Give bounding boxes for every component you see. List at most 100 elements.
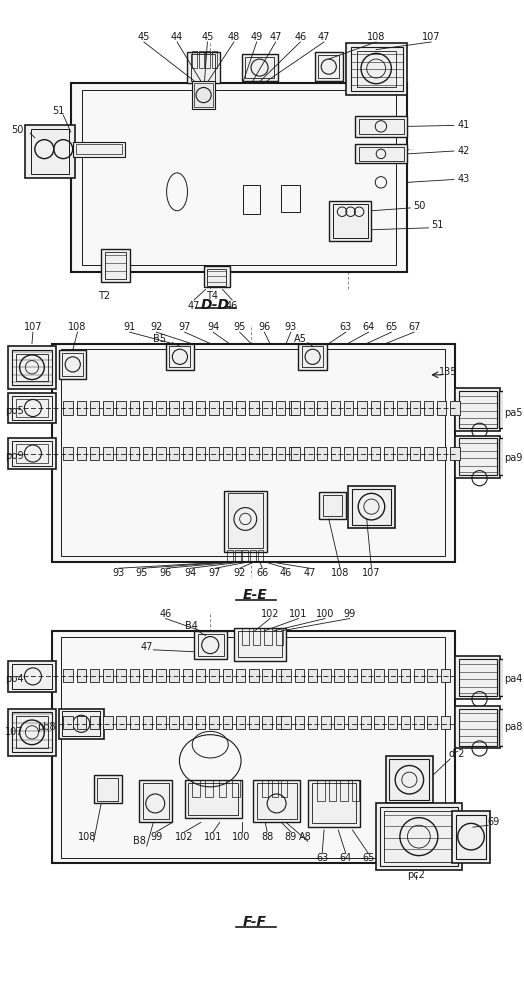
Text: 94: 94 <box>184 568 196 578</box>
Bar <box>437 401 446 415</box>
Bar <box>334 669 344 682</box>
Bar <box>323 495 342 516</box>
Bar <box>249 669 259 682</box>
Bar <box>384 401 393 415</box>
Bar <box>276 628 283 645</box>
Text: 63: 63 <box>316 853 328 863</box>
Bar <box>103 669 113 682</box>
Bar <box>143 669 152 682</box>
Bar <box>62 711 100 736</box>
Bar <box>129 447 139 460</box>
Bar <box>90 401 99 415</box>
Bar <box>264 628 272 645</box>
Bar <box>208 269 226 286</box>
Text: 44: 44 <box>171 32 183 42</box>
Bar <box>359 119 403 134</box>
Bar <box>103 447 113 460</box>
Bar <box>263 780 268 797</box>
Bar <box>450 401 460 415</box>
Bar <box>428 669 437 682</box>
Bar <box>498 391 516 428</box>
Text: 102: 102 <box>176 832 194 842</box>
Bar <box>198 634 224 656</box>
Bar <box>245 57 274 78</box>
Bar <box>357 401 367 415</box>
Bar <box>388 716 397 729</box>
Bar <box>219 780 226 797</box>
Text: 88: 88 <box>261 832 273 842</box>
Bar <box>90 716 99 729</box>
Bar <box>62 353 83 376</box>
Bar <box>249 401 259 415</box>
Bar <box>169 669 179 682</box>
Bar <box>184 780 242 818</box>
Text: 92: 92 <box>234 568 246 578</box>
Text: A5: A5 <box>294 334 307 344</box>
Bar <box>357 447 367 460</box>
Text: 43: 43 <box>457 174 470 184</box>
Bar <box>156 447 166 460</box>
Bar <box>156 669 166 682</box>
Bar <box>348 716 357 729</box>
Bar <box>63 716 73 729</box>
Bar <box>334 716 344 729</box>
Text: pa9: pa9 <box>504 453 522 463</box>
Bar <box>71 83 408 272</box>
Text: 108: 108 <box>331 568 350 578</box>
Text: 99: 99 <box>150 832 162 842</box>
Text: pb9: pb9 <box>5 451 24 461</box>
Bar <box>361 716 370 729</box>
Text: pc2: pc2 <box>407 870 425 880</box>
Bar <box>244 185 260 214</box>
Bar <box>397 401 407 415</box>
Bar <box>263 669 272 682</box>
Bar <box>156 716 166 729</box>
Bar <box>253 780 300 822</box>
Bar <box>156 401 166 415</box>
Bar <box>281 780 287 797</box>
Bar <box>321 716 331 729</box>
Bar <box>370 447 380 460</box>
Text: 67: 67 <box>408 322 420 332</box>
Bar <box>212 51 217 68</box>
Bar <box>12 396 52 420</box>
Text: 47: 47 <box>303 568 316 578</box>
Text: 108: 108 <box>68 322 86 332</box>
Bar <box>340 780 348 801</box>
Bar <box>355 144 408 163</box>
Text: 50: 50 <box>413 201 426 211</box>
Text: 65: 65 <box>363 853 375 863</box>
Bar <box>281 185 300 212</box>
Text: 49: 49 <box>250 32 263 42</box>
Text: 41: 41 <box>457 120 470 130</box>
Bar <box>318 780 325 801</box>
Bar <box>209 447 219 460</box>
Bar <box>232 780 239 797</box>
Bar <box>498 709 516 746</box>
Bar <box>16 399 48 417</box>
Bar <box>410 401 420 415</box>
Bar <box>196 716 205 729</box>
Bar <box>312 783 356 823</box>
Bar <box>63 401 73 415</box>
Bar <box>318 401 327 415</box>
Text: 47: 47 <box>140 642 153 652</box>
Bar <box>209 669 219 682</box>
Bar <box>352 780 359 801</box>
Bar <box>236 716 245 729</box>
Bar <box>59 709 104 739</box>
Bar <box>223 447 232 460</box>
Text: 93: 93 <box>285 322 297 332</box>
Bar <box>291 447 300 460</box>
Text: 46: 46 <box>159 609 172 619</box>
Bar <box>61 637 445 858</box>
Bar <box>276 401 285 415</box>
Text: 46: 46 <box>226 301 238 311</box>
Bar <box>249 716 259 729</box>
Text: 93: 93 <box>112 568 124 578</box>
Bar <box>82 90 396 265</box>
Bar <box>331 447 340 460</box>
Bar <box>397 447 407 460</box>
Text: 63: 63 <box>340 322 352 332</box>
Bar <box>441 669 450 682</box>
